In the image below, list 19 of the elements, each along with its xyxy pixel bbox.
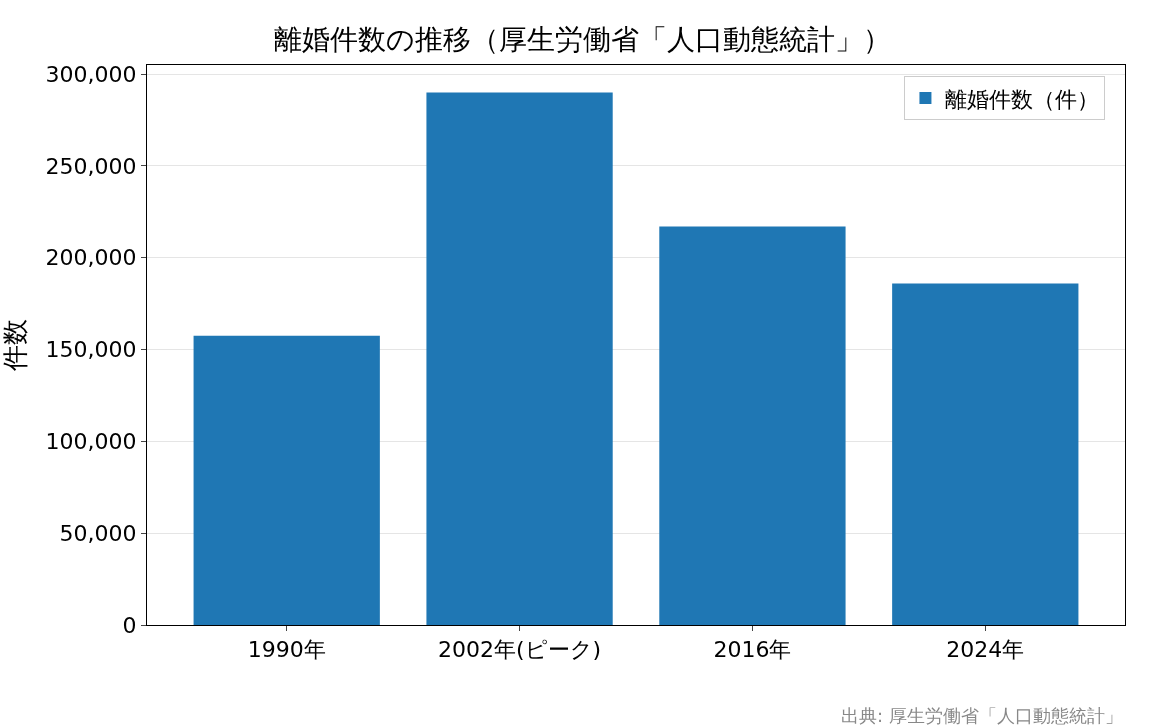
- bar: [426, 92, 613, 625]
- y-tick-label: 250,000: [45, 153, 137, 179]
- bar: [659, 226, 846, 625]
- y-tick-label: 300,000: [45, 61, 137, 87]
- y-tick-label: 100,000: [45, 429, 137, 455]
- x-tick-label: 2002年(ピーク): [437, 637, 602, 663]
- x-tick-label: 2024年: [946, 637, 1025, 663]
- legend-label: 離婚件数（件）: [945, 86, 1100, 112]
- x-tick-label: 2016年: [713, 637, 792, 663]
- y-axis-title: 件数: [0, 319, 30, 371]
- bar: [193, 335, 380, 625]
- bar: [892, 283, 1079, 625]
- y-tick-label: 0: [122, 612, 137, 638]
- y-tick-label: 150,000: [45, 337, 137, 363]
- x-tick-label: 1990年: [247, 637, 326, 663]
- y-tick-label: 50,000: [59, 520, 137, 546]
- chart-title: 離婚件数の推移（厚生労働省「人口動態統計」）: [274, 22, 891, 56]
- y-tick-label: 200,000: [45, 245, 137, 271]
- source-note: 出典: 厚生労働省「人口動態統計」: [841, 705, 1123, 725]
